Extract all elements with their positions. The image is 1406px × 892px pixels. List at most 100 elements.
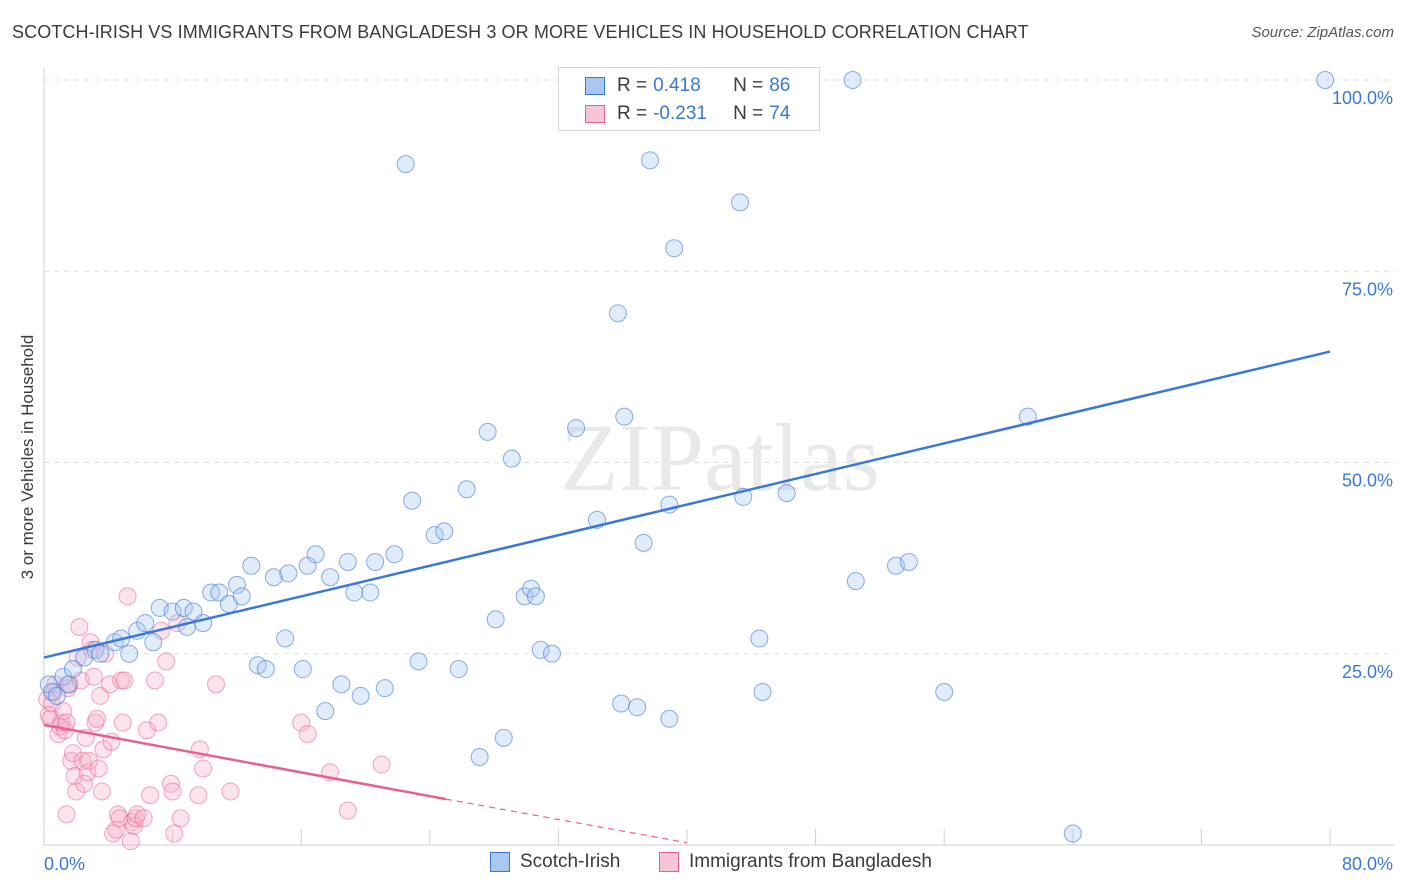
data-point-scotch-irish [163, 602, 182, 621]
data-point-scotch-irish [1316, 71, 1335, 89]
data-point-bangladesh [372, 755, 391, 774]
data-point-scotch-irish [628, 698, 647, 717]
legend-r-value: -0.231 [653, 103, 707, 124]
data-point-scotch-irish [531, 640, 550, 659]
data-point-scotch-irish [843, 71, 862, 89]
y-tick-label: 100.0% [1332, 88, 1393, 108]
data-point-scotch-irish [256, 660, 275, 679]
legend-item-bangladesh: Immigrants from Bangladesh [659, 851, 932, 873]
data-point-bangladesh [125, 816, 144, 835]
legend-r-label: R = [617, 103, 648, 124]
data-point-scotch-irish [425, 526, 444, 545]
data-point-bangladesh [73, 751, 92, 770]
data-point-scotch-irish [846, 572, 865, 591]
data-point-scotch-irish [232, 587, 251, 606]
data-point-scotch-irish [660, 709, 679, 728]
data-point-scotch-irish [242, 556, 261, 575]
legend-item-label: Scotch-Irish [520, 851, 621, 872]
data-point-bangladesh [163, 782, 182, 801]
x-tick-label: 0.0% [44, 854, 85, 874]
y-tick-label: 25.0% [1342, 662, 1393, 682]
data-point-bangladesh [63, 744, 82, 763]
data-point-bangladesh [171, 809, 190, 828]
trend-lines [43, 350, 1331, 844]
data-point-scotch-irish [321, 568, 340, 587]
data-point-scotch-irish [396, 155, 415, 174]
data-point-scotch-irish [449, 660, 468, 679]
data-point-scotch-irish [457, 480, 476, 499]
data-point-scotch-irish [641, 151, 660, 170]
x-tick-label: 80.0% [1342, 854, 1393, 874]
data-point-scotch-irish [91, 644, 110, 663]
legend-n-label: N = [733, 103, 764, 124]
data-point-scotch-irish [935, 683, 954, 701]
legend-swatch-blue [490, 852, 510, 872]
data-point-bangladesh [141, 786, 160, 805]
series-bangladesh-points [38, 587, 391, 851]
legend-r-value: 0.418 [653, 75, 701, 96]
data-point-scotch-irish [338, 552, 357, 571]
data-point-scotch-irish [753, 683, 772, 701]
data-point-bangladesh [161, 774, 180, 793]
data-point-bangladesh [80, 751, 99, 770]
data-point-scotch-irish [63, 660, 82, 679]
chart-title: SCOTCH-IRISH VS IMMIGRANTS FROM BANGLADE… [12, 22, 1029, 42]
data-point-scotch-irish [120, 644, 139, 663]
data-point-bangladesh [134, 809, 153, 828]
data-point-scotch-irish [59, 675, 78, 694]
data-point-bangladesh [121, 832, 140, 851]
data-point-scotch-irish [366, 552, 385, 571]
data-point-scotch-irish [731, 193, 750, 212]
data-point-scotch-irish [306, 545, 325, 564]
legend-r-label: R = [617, 75, 648, 96]
data-point-bangladesh [207, 675, 226, 694]
data-point-scotch-irish [144, 633, 163, 652]
legend-n-value: 86 [769, 75, 791, 96]
data-point-scotch-irish [174, 598, 193, 617]
legend-n-label: N = [733, 75, 764, 96]
data-point-bangladesh [157, 652, 176, 671]
trend-line-bangladesh [43, 723, 447, 801]
correlation-legend: R = 0.418 N = 86 R = -0.231 N = 74 [558, 67, 820, 131]
data-point-bangladesh [194, 759, 213, 778]
data-point-scotch-irish [345, 583, 364, 602]
data-point-bangladesh [145, 671, 164, 690]
data-point-scotch-irish [276, 629, 295, 648]
data-point-scotch-irish [351, 686, 370, 705]
data-point-scotch-irish [899, 552, 918, 571]
data-point-scotch-irish [494, 728, 513, 747]
legend-item-scotch-irish: Scotch-Irish [490, 851, 620, 873]
legend-swatch-pink [659, 852, 679, 872]
data-point-scotch-irish [634, 533, 653, 552]
data-point-bangladesh [84, 667, 103, 686]
data-point-scotch-irish [526, 587, 545, 606]
data-point-scotch-irish [542, 644, 561, 663]
data-point-scotch-irish [615, 407, 634, 426]
data-point-bangladesh [70, 617, 89, 636]
data-point-scotch-irish [403, 491, 422, 510]
data-point-scotch-irish [361, 583, 380, 602]
data-point-scotch-irish [470, 748, 489, 767]
legend-n-value: 74 [769, 103, 791, 124]
data-point-scotch-irish [502, 449, 521, 468]
data-point-bangladesh [292, 713, 311, 732]
data-point-bangladesh [338, 801, 357, 820]
data-point-bangladesh [96, 644, 115, 663]
series-scotch-irish-points [39, 71, 1335, 843]
data-point-scotch-irish [293, 660, 312, 679]
data-point-bangladesh [78, 763, 97, 782]
data-point-scotch-irish [665, 239, 684, 258]
data-point-bangladesh [57, 713, 76, 732]
data-point-scotch-irish [567, 419, 586, 438]
data-point-scotch-irish [608, 304, 627, 323]
data-point-scotch-irish [47, 686, 66, 705]
data-point-bangladesh [54, 702, 73, 721]
data-point-bangladesh [189, 786, 208, 805]
data-point-scotch-irish [136, 614, 155, 633]
legend-item-label: Immigrants from Bangladesh [689, 851, 932, 872]
data-point-bangladesh [57, 805, 76, 824]
data-point-scotch-irish [385, 545, 404, 564]
axes [43, 68, 1395, 846]
data-point-bangladesh [113, 713, 132, 732]
